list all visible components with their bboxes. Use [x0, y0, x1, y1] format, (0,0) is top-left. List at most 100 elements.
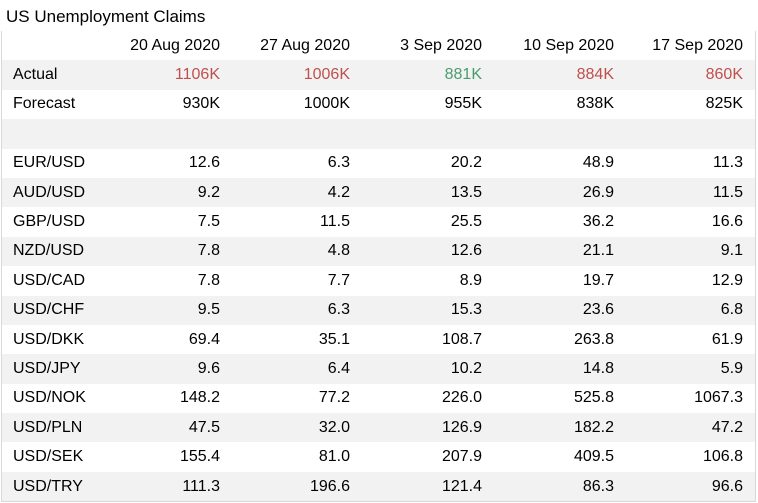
pair-value-cell: 23.6 [494, 295, 626, 325]
pair-value-cell: 409.5 [494, 442, 626, 472]
pair-row-nzd-usd: NZD/USD 7.8 4.8 12.6 21.1 9.1 [2, 236, 755, 267]
column-header: 3 Sep 2020 [362, 31, 494, 61]
pair-value-cell: 11.5 [626, 177, 755, 208]
pair-value-cell: 6.8 [626, 295, 755, 325]
pair-value-cell: 121.4 [362, 471, 494, 501]
pair-value-cell: 12.9 [626, 266, 755, 296]
pair-value-cell: 148.2 [93, 383, 232, 414]
pair-value-cell: 14.8 [494, 354, 626, 384]
summary-row-forecast: Forecast 930K 1000K 955K 838K 825K [2, 89, 755, 120]
pair-value-cell: 6.3 [232, 148, 362, 178]
claims-table: 20 Aug 2020 27 Aug 2020 3 Sep 2020 10 Sep 2… [2, 31, 755, 501]
pair-label: AUD/USD [2, 177, 93, 208]
summary-value-cell: 1106K [93, 60, 232, 90]
spacer-row [2, 119, 755, 149]
pair-value-cell: 19.7 [494, 266, 626, 296]
pair-row-usd-dkk: USD/DKK 69.4 35.1 108.7 263.8 61.9 [2, 324, 755, 355]
summary-row-actual: Actual 1106K 1006K 881K 884K 860K [2, 60, 755, 90]
pair-value-cell: 48.9 [494, 148, 626, 178]
pair-value-cell: 96.6 [626, 471, 755, 501]
empty-cell [626, 119, 755, 149]
pair-value-cell: 182.2 [494, 413, 626, 443]
column-header: 10 Sep 2020 [494, 31, 626, 61]
pair-value-cell: 5.9 [626, 354, 755, 384]
pair-value-cell: 69.4 [93, 324, 232, 355]
summary-value-cell: 1000K [232, 89, 362, 120]
pair-value-cell: 9.5 [93, 295, 232, 325]
pair-value-cell: 1067.3 [626, 383, 755, 414]
pair-value-cell: 196.6 [232, 471, 362, 501]
pair-value-cell: 6.3 [232, 295, 362, 325]
pair-value-cell: 7.7 [232, 266, 362, 296]
pair-row-usd-try: USD/TRY 111.3 196.6 121.4 86.3 96.6 [2, 471, 755, 501]
pair-value-cell: 61.9 [626, 324, 755, 355]
pair-value-cell: 26.9 [494, 177, 626, 208]
pair-value-cell: 32.0 [232, 413, 362, 443]
pair-value-cell: 7.8 [93, 236, 232, 267]
pair-row-usd-sek: USD/SEK 155.4 81.0 207.9 409.5 106.8 [2, 442, 755, 472]
pair-value-cell: 20.2 [362, 148, 494, 178]
pair-row-usd-nok: USD/NOK 148.2 77.2 226.0 525.8 1067.3 [2, 383, 755, 414]
pair-value-cell: 11.3 [626, 148, 755, 178]
pair-value-cell: 9.2 [93, 177, 232, 208]
pair-value-cell: 47.2 [626, 413, 755, 443]
summary-value-cell: 860K [626, 60, 755, 90]
pair-value-cell: 207.9 [362, 442, 494, 472]
pair-value-cell: 4.8 [232, 236, 362, 267]
pair-value-cell: 12.6 [93, 148, 232, 178]
pair-value-cell: 226.0 [362, 383, 494, 414]
pair-value-cell: 25.5 [362, 207, 494, 237]
pair-value-cell: 36.2 [494, 207, 626, 237]
summary-value-cell: 884K [494, 60, 626, 90]
pair-label: USD/CHF [2, 295, 93, 325]
summary-value-cell: 930K [93, 89, 232, 120]
pair-row-usd-jpy: USD/JPY 9.6 6.4 10.2 14.8 5.9 [2, 354, 755, 384]
empty-cell [232, 119, 362, 149]
pair-label: USD/PLN [2, 413, 93, 443]
pair-value-cell: 155.4 [93, 442, 232, 472]
header-corner-cell [2, 31, 93, 61]
pair-value-cell: 111.3 [93, 471, 232, 501]
summary-value-cell: 825K [626, 89, 755, 120]
pair-value-cell: 8.9 [362, 266, 494, 296]
summary-value-cell: 1006K [232, 60, 362, 90]
column-header: 17 Sep 2020 [626, 31, 755, 61]
pair-value-cell: 21.1 [494, 236, 626, 267]
pair-label: USD/DKK [2, 324, 93, 355]
pair-value-cell: 7.8 [93, 266, 232, 296]
empty-cell [2, 119, 93, 149]
pair-label: USD/TRY [2, 471, 93, 501]
pair-value-cell: 4.2 [232, 177, 362, 208]
summary-value-cell: 955K [362, 89, 494, 120]
pair-row-usd-cad: USD/CAD 7.8 7.7 8.9 19.7 12.9 [2, 266, 755, 296]
pair-value-cell: 6.4 [232, 354, 362, 384]
pair-row-aud-usd: AUD/USD 9.2 4.2 13.5 26.9 11.5 [2, 177, 755, 208]
pair-value-cell: 35.1 [232, 324, 362, 355]
pair-value-cell: 15.3 [362, 295, 494, 325]
summary-value-cell: 838K [494, 89, 626, 120]
pair-value-cell: 47.5 [93, 413, 232, 443]
pair-value-cell: 263.8 [494, 324, 626, 355]
pair-label: USD/SEK [2, 442, 93, 472]
pair-value-cell: 9.6 [93, 354, 232, 384]
pair-value-cell: 126.9 [362, 413, 494, 443]
pair-value-cell: 11.5 [232, 207, 362, 237]
pair-value-cell: 10.2 [362, 354, 494, 384]
pair-value-cell: 108.7 [362, 324, 494, 355]
pair-label: GBP/USD [2, 207, 93, 237]
pair-row-usd-pln: USD/PLN 47.5 32.0 126.9 182.2 47.2 [2, 413, 755, 443]
claims-table-container: 20 Aug 2020 27 Aug 2020 3 Sep 2020 10 Sep 2… [1, 31, 756, 502]
pair-label: USD/CAD [2, 266, 93, 296]
summary-value-cell: 881K [362, 60, 494, 90]
pair-value-cell: 13.5 [362, 177, 494, 208]
pair-value-cell: 16.6 [626, 207, 755, 237]
pair-value-cell: 106.8 [626, 442, 755, 472]
pair-value-cell: 77.2 [232, 383, 362, 414]
row-label: Forecast [2, 89, 93, 120]
pair-label: USD/NOK [2, 383, 93, 414]
pair-value-cell: 9.1 [626, 236, 755, 267]
pair-row-eur-usd: EUR/USD 12.6 6.3 20.2 48.9 11.3 [2, 148, 755, 178]
empty-cell [362, 119, 494, 149]
pair-value-cell: 86.3 [494, 471, 626, 501]
pair-value-cell: 12.6 [362, 236, 494, 267]
